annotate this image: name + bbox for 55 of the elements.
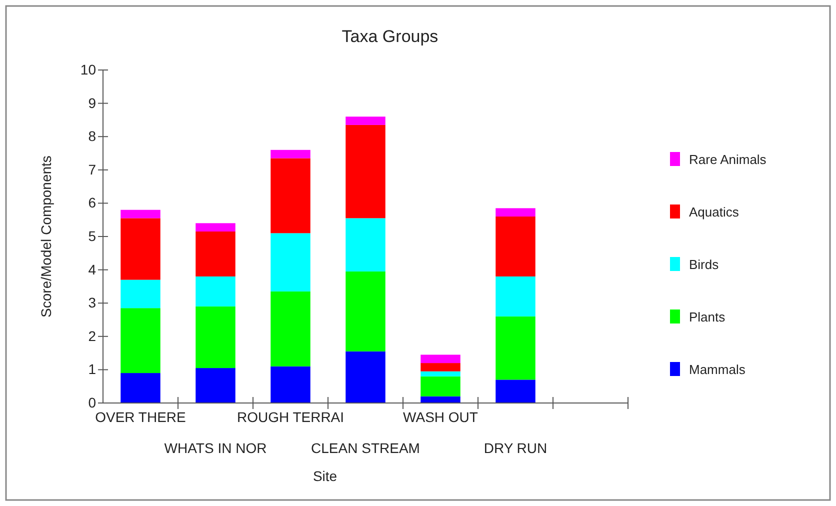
bar — [496, 216, 536, 276]
bar — [196, 306, 236, 368]
y-tick-label: 3 — [88, 294, 96, 311]
y-axis-title: Score/Model Components — [38, 156, 54, 318]
bar — [496, 380, 536, 403]
y-tick-label: 5 — [88, 228, 96, 244]
x-tick-label: DRY RUN — [484, 440, 548, 456]
x-tick-label: WHATS IN NOR — [164, 440, 267, 456]
bar — [120, 280, 160, 308]
y-tick-label: 10 — [80, 61, 96, 78]
bar — [496, 208, 536, 217]
bar — [420, 354, 460, 364]
bar — [120, 218, 160, 280]
bar — [346, 271, 386, 352]
y-tick-label: 6 — [88, 194, 96, 211]
bar — [346, 116, 386, 125]
x-tick-label: WASH OUT — [403, 409, 478, 425]
y-tick-label: 0 — [88, 394, 96, 410]
legend-label: Mammals — [689, 362, 746, 377]
bar — [496, 276, 536, 316]
y-tick-label: 1 — [88, 361, 96, 378]
bar — [196, 368, 236, 403]
bar — [270, 233, 310, 292]
bar — [270, 366, 310, 403]
bar — [196, 223, 236, 232]
bar — [346, 124, 386, 218]
y-tick-label: 8 — [88, 128, 96, 144]
chart-title: Taxa Groups — [342, 27, 438, 46]
bar — [120, 373, 160, 403]
x-tick-label: ROUGH TERRAI — [236, 409, 344, 425]
y-tick-label: 7 — [88, 161, 96, 178]
bar — [346, 351, 386, 403]
bar — [420, 371, 460, 376]
legend-label: Aquatics — [689, 204, 740, 220]
bar — [270, 158, 310, 234]
y-tick-label: 4 — [88, 261, 96, 278]
x-tick-label: CLEAN STREAM — [311, 440, 420, 456]
bar — [270, 150, 310, 158]
legend-label: Plants — [689, 310, 726, 324]
legend-label: Birds — [689, 257, 720, 272]
bar — [120, 210, 160, 218]
y-tick-label: 2 — [88, 328, 96, 344]
bar — [496, 316, 536, 380]
bar — [196, 276, 236, 306]
bar — [420, 396, 460, 403]
x-tick-label: OVER THERE — [95, 409, 186, 425]
bar — [196, 232, 236, 276]
bar — [120, 308, 160, 374]
bar — [420, 376, 460, 396]
x-axis-title: Site — [312, 468, 338, 484]
legend-label: Rare Animals — [689, 152, 767, 167]
bar — [346, 218, 386, 272]
y-tick-label: 9 — [88, 94, 96, 111]
bar — [270, 291, 310, 366]
bar — [420, 363, 460, 372]
